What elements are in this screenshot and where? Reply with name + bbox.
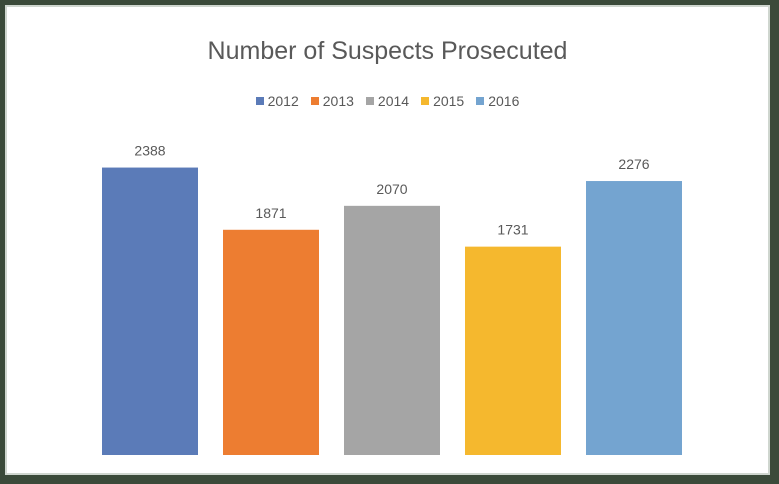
data-label-2013: 1871 <box>255 205 286 221</box>
legend-swatch-2016 <box>476 97 485 105</box>
legend-entry-2015: 2015 <box>421 93 464 109</box>
legend-swatch-2014 <box>365 97 374 105</box>
legend-entry-2012: 2012 <box>255 93 299 109</box>
legend-entry-2016: 2016 <box>476 93 519 109</box>
bar-2014 <box>344 205 440 455</box>
legend-label-2014: 2014 <box>377 93 410 109</box>
legend-label-2012: 2012 <box>267 93 299 109</box>
data-label-2012: 2388 <box>134 143 165 159</box>
legend-label-2013: 2013 <box>322 93 354 109</box>
legend-swatch-2015 <box>421 97 430 105</box>
legend-label-2016: 2016 <box>488 93 520 109</box>
legend-label-2015: 2015 <box>433 93 465 109</box>
chart-title: Number of Suspects Prosecuted <box>207 37 568 65</box>
legend-entry-2014: 2014 <box>365 93 410 109</box>
bar-2012 <box>102 167 198 456</box>
data-label-2014: 2070 <box>376 181 407 197</box>
chart-legend: 2012 2013 2014 2015 2016 <box>7 93 768 109</box>
bar-2015 <box>465 246 561 455</box>
legend-entry-2013: 2013 <box>310 93 354 109</box>
data-label-2015: 1731 <box>497 222 528 238</box>
bar-2013 <box>223 229 319 455</box>
legend-swatch-2012 <box>255 97 264 105</box>
data-label-2016: 2276 <box>618 156 649 172</box>
legend-swatch-2013 <box>310 97 319 105</box>
bar-2016 <box>586 181 682 455</box>
